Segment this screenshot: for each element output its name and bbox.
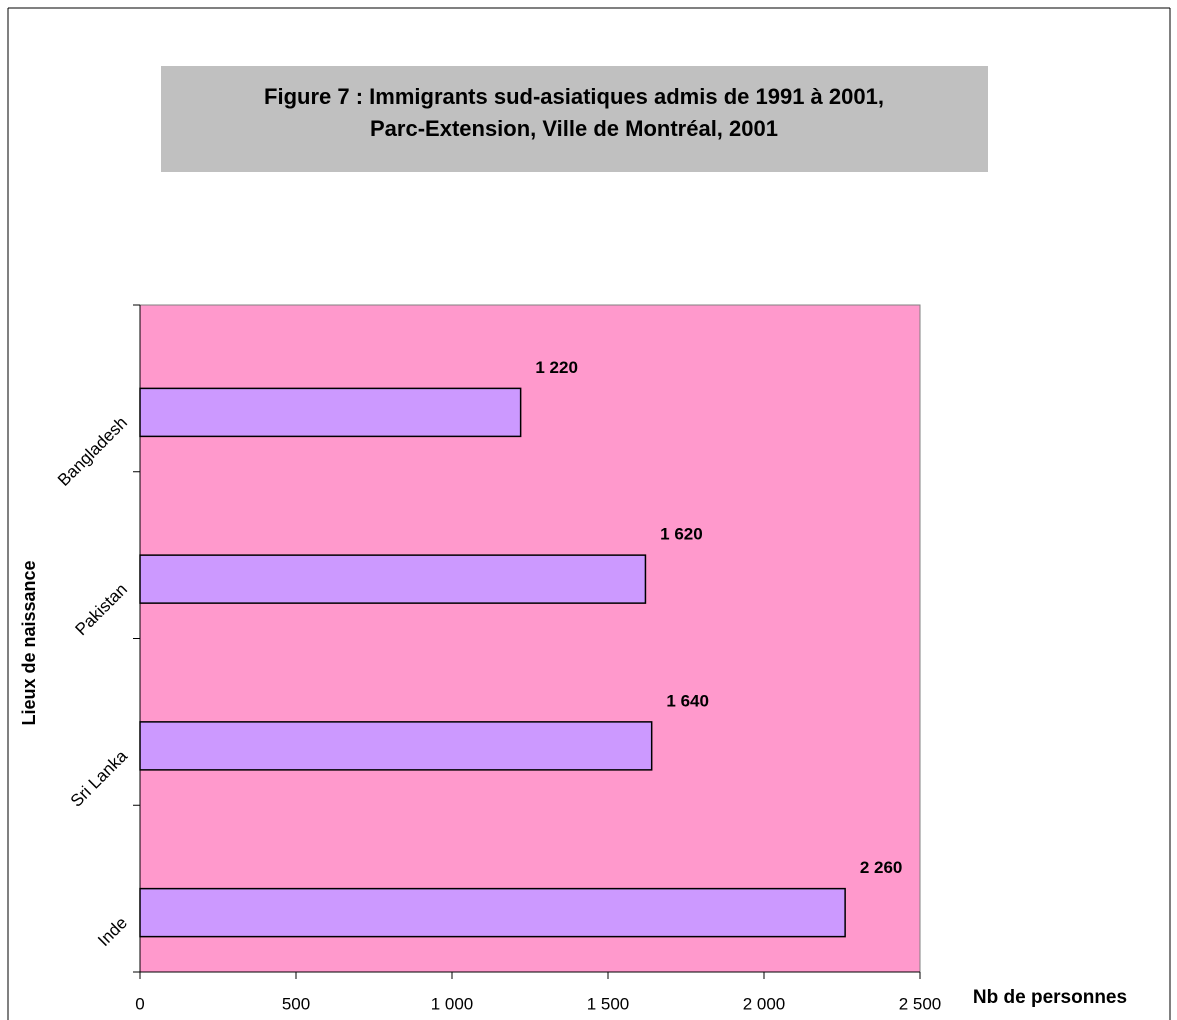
x-tick-label: 2 500: [899, 994, 942, 1013]
title-box: [161, 66, 988, 172]
y-tick-label: Pakistan: [71, 580, 131, 640]
bar: [139, 554, 647, 604]
bar: [139, 387, 522, 438]
bar: [139, 721, 653, 771]
x-tick-label: 1 000: [431, 994, 474, 1013]
y-tick-label: Sri Lanka: [67, 746, 132, 811]
chart-title: Figure 7 : Immigrants sud-asiatiques adm…: [264, 84, 884, 109]
y-axis-label: Lieux de naissance: [19, 560, 39, 725]
data-label: 2 260: [860, 858, 903, 877]
data-label: 1 220: [535, 358, 578, 377]
x-tick-label: 1 500: [587, 994, 630, 1013]
y-tick-label: Bangladesh: [54, 413, 131, 490]
chart-title: Parc-Extension, Ville de Montréal, 2001: [370, 116, 778, 141]
x-tick-label: 500: [282, 994, 310, 1013]
x-tick-label: 2 000: [743, 994, 786, 1013]
y-tick-label: Inde: [94, 913, 131, 950]
x-tick-label: 0: [135, 994, 144, 1013]
data-label: 1 620: [660, 525, 703, 544]
bar: [139, 887, 846, 938]
x-axis-label: Nb de personnes: [973, 987, 1127, 1008]
data-label: 1 640: [666, 691, 709, 710]
